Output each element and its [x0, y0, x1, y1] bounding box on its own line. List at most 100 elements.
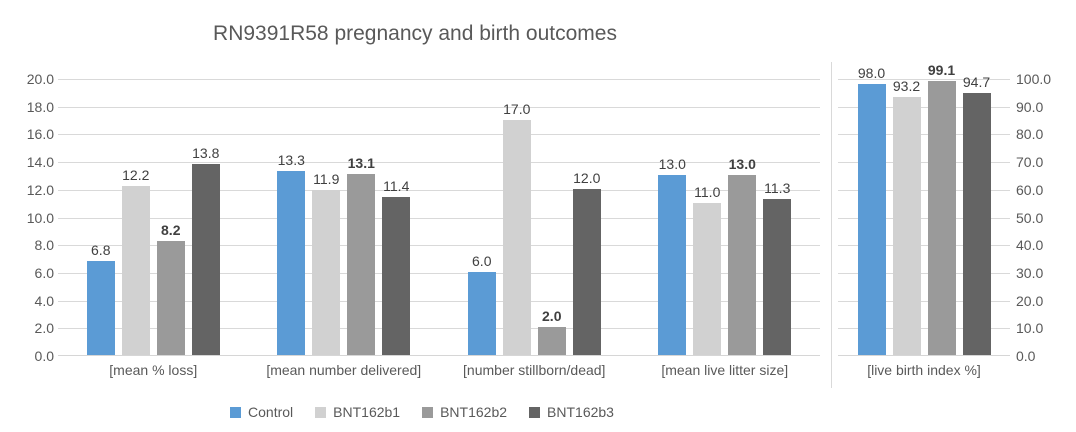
bar-bnt162b1: 93.2 — [892, 78, 921, 355]
category-label: [live birth index %] — [867, 362, 981, 378]
bar-control: 6.8 — [86, 242, 115, 355]
value-label: 99.1 — [927, 61, 956, 78]
category-slot: 13.0 11.0 13.0 11.3 [mean live litter size] — [630, 79, 821, 378]
left-plot-panel: 6.8 12.2 8.2 13.8 [mean % loss] 13.3 11.9 13.1 1… — [58, 79, 821, 378]
bar-group: 13.3 11.9 13.1 11.4 — [249, 152, 440, 355]
gridline — [58, 328, 820, 330]
gridline — [58, 189, 820, 191]
value-label: 17.0 — [503, 100, 531, 117]
axis-tick-label: 12.0 — [26, 181, 54, 198]
axis-tick-label: 90.0 — [1016, 98, 1044, 115]
value-label: 11.3 — [764, 179, 791, 196]
gridline — [838, 189, 1010, 191]
legend-swatch-icon — [529, 406, 541, 418]
gridline — [838, 106, 1010, 108]
axis-tick-label: 60.0 — [1016, 181, 1044, 198]
value-label: 94.7 — [962, 73, 991, 90]
legend-item-bnt162b1: BNT162b1 — [315, 404, 400, 420]
value-label: 13.8 — [192, 144, 220, 161]
bar-control: 13.3 — [277, 152, 306, 355]
value-label: 11.0 — [694, 183, 721, 200]
bar-bnt162b1: 12.2 — [121, 167, 150, 355]
gridline — [838, 272, 1010, 274]
axis-tick-label: 30.0 — [1016, 264, 1044, 281]
value-label: 8.2 — [161, 222, 181, 239]
bar-bnt162b2: 99.1 — [927, 62, 956, 355]
bar-bnt162b1: 11.0 — [693, 184, 722, 355]
axis-tick-label: 40.0 — [1016, 237, 1044, 254]
axis-tick-label: 20.0 — [1016, 292, 1044, 309]
bar-control: 6.0 — [467, 253, 496, 355]
legend-item-bnt162b3: BNT162b3 — [529, 404, 614, 420]
axis-tick-label: 70.0 — [1016, 154, 1044, 171]
bar-group: 6.8 12.2 8.2 13.8 — [58, 145, 249, 355]
category-slots: 98.0 93.2 99.1 94.7 [live birth index %] — [838, 62, 1010, 378]
value-label: 13.0 — [658, 155, 686, 172]
bar-bnt162b3: 12.0 — [572, 170, 601, 355]
bar-bnt162b2: 13.1 — [347, 155, 376, 355]
value-label: 11.9 — [313, 171, 340, 188]
legend: Control BNT162b1 BNT162b2 BNT162b3 — [0, 404, 844, 420]
category-slot: 98.0 93.2 99.1 94.7 [live birth index %] — [838, 62, 1010, 378]
legend-swatch-icon — [315, 406, 327, 418]
category-slots: 6.8 12.2 8.2 13.8 [mean % loss] 13.3 11.9 13.1 1… — [58, 79, 821, 378]
gridline — [838, 134, 1010, 136]
bar-bnt162b1: 11.9 — [312, 171, 341, 355]
value-label: 2.0 — [542, 308, 562, 325]
bar-bnt162b2: 13.0 — [728, 156, 757, 355]
legend-item-control: Control — [230, 404, 293, 420]
value-label: 6.8 — [91, 241, 111, 258]
category-slot: 13.3 11.9 13.1 11.4 [mean number delivered] — [249, 79, 440, 378]
bar-control: 13.0 — [658, 156, 687, 355]
axis-tick-label: 10.0 — [1016, 320, 1044, 337]
gridline — [58, 272, 820, 274]
axis-tick-label: 2.0 — [34, 320, 54, 337]
category-label: [number stillborn/dead] — [463, 362, 606, 378]
right-y-axis: 0.0 10.0 20.0 30.0 40.0 50.0 60.0 70.0 80.0 90.0 1… — [1016, 0, 1074, 432]
legend-swatch-icon — [422, 406, 434, 418]
gridline — [838, 79, 1010, 80]
gridline — [838, 245, 1010, 247]
gridline — [838, 162, 1010, 164]
axis-tick-label: 80.0 — [1016, 126, 1044, 143]
bar-bnt162b3: 13.8 — [191, 145, 220, 355]
category-label: [mean live litter size] — [661, 362, 789, 378]
value-label: 93.2 — [892, 77, 921, 94]
axis-tick-label: 4.0 — [34, 292, 54, 309]
axis-tick-label: 10.0 — [26, 209, 54, 226]
value-label: 12.2 — [122, 167, 150, 184]
gridline — [838, 217, 1010, 219]
value-label: 98.0 — [857, 64, 886, 81]
gridline — [838, 328, 1010, 330]
axis-tick-label: 0.0 — [34, 348, 54, 364]
axis-tick-label: 50.0 — [1016, 209, 1044, 226]
bar-bnt162b3: 11.4 — [382, 178, 411, 355]
chart-title: RN9391R58 pregnancy and birth outcomes — [213, 22, 617, 45]
gridline — [58, 79, 820, 80]
bar-bnt162b1: 17.0 — [502, 101, 531, 355]
gridline — [58, 134, 820, 136]
value-label: 11.4 — [383, 178, 410, 195]
gridline — [58, 217, 820, 219]
bar-bnt162b3: 94.7 — [962, 74, 991, 355]
axis-tick-label: 8.0 — [34, 237, 54, 254]
category-label: [mean % loss] — [109, 362, 198, 378]
gridline — [838, 300, 1010, 302]
axis-tick-label: 0.0 — [1016, 348, 1036, 364]
value-label: 13.3 — [277, 151, 305, 168]
bar-group: 6.0 17.0 2.0 12.0 — [439, 101, 630, 355]
bar-bnt162b3: 11.3 — [763, 180, 792, 355]
category-label: [mean number delivered] — [266, 362, 422, 378]
gridline — [58, 300, 820, 302]
axis-tick-label: 16.0 — [26, 126, 54, 143]
legend-swatch-icon — [230, 406, 242, 418]
value-label: 13.0 — [728, 155, 756, 172]
panel-divider — [831, 62, 832, 388]
axis-tick-label: 6.0 — [34, 264, 54, 281]
bar-group: 98.0 93.2 99.1 94.7 — [838, 62, 1010, 355]
legend-label: BNT162b2 — [440, 404, 508, 420]
left-y-axis: 0.0 2.0 4.0 6.0 8.0 10.0 12.0 14.0 16.0 18.0 20.0 — [0, 0, 54, 432]
category-slot: 6.8 12.2 8.2 13.8 [mean % loss] — [58, 79, 249, 378]
gridline — [58, 106, 820, 108]
